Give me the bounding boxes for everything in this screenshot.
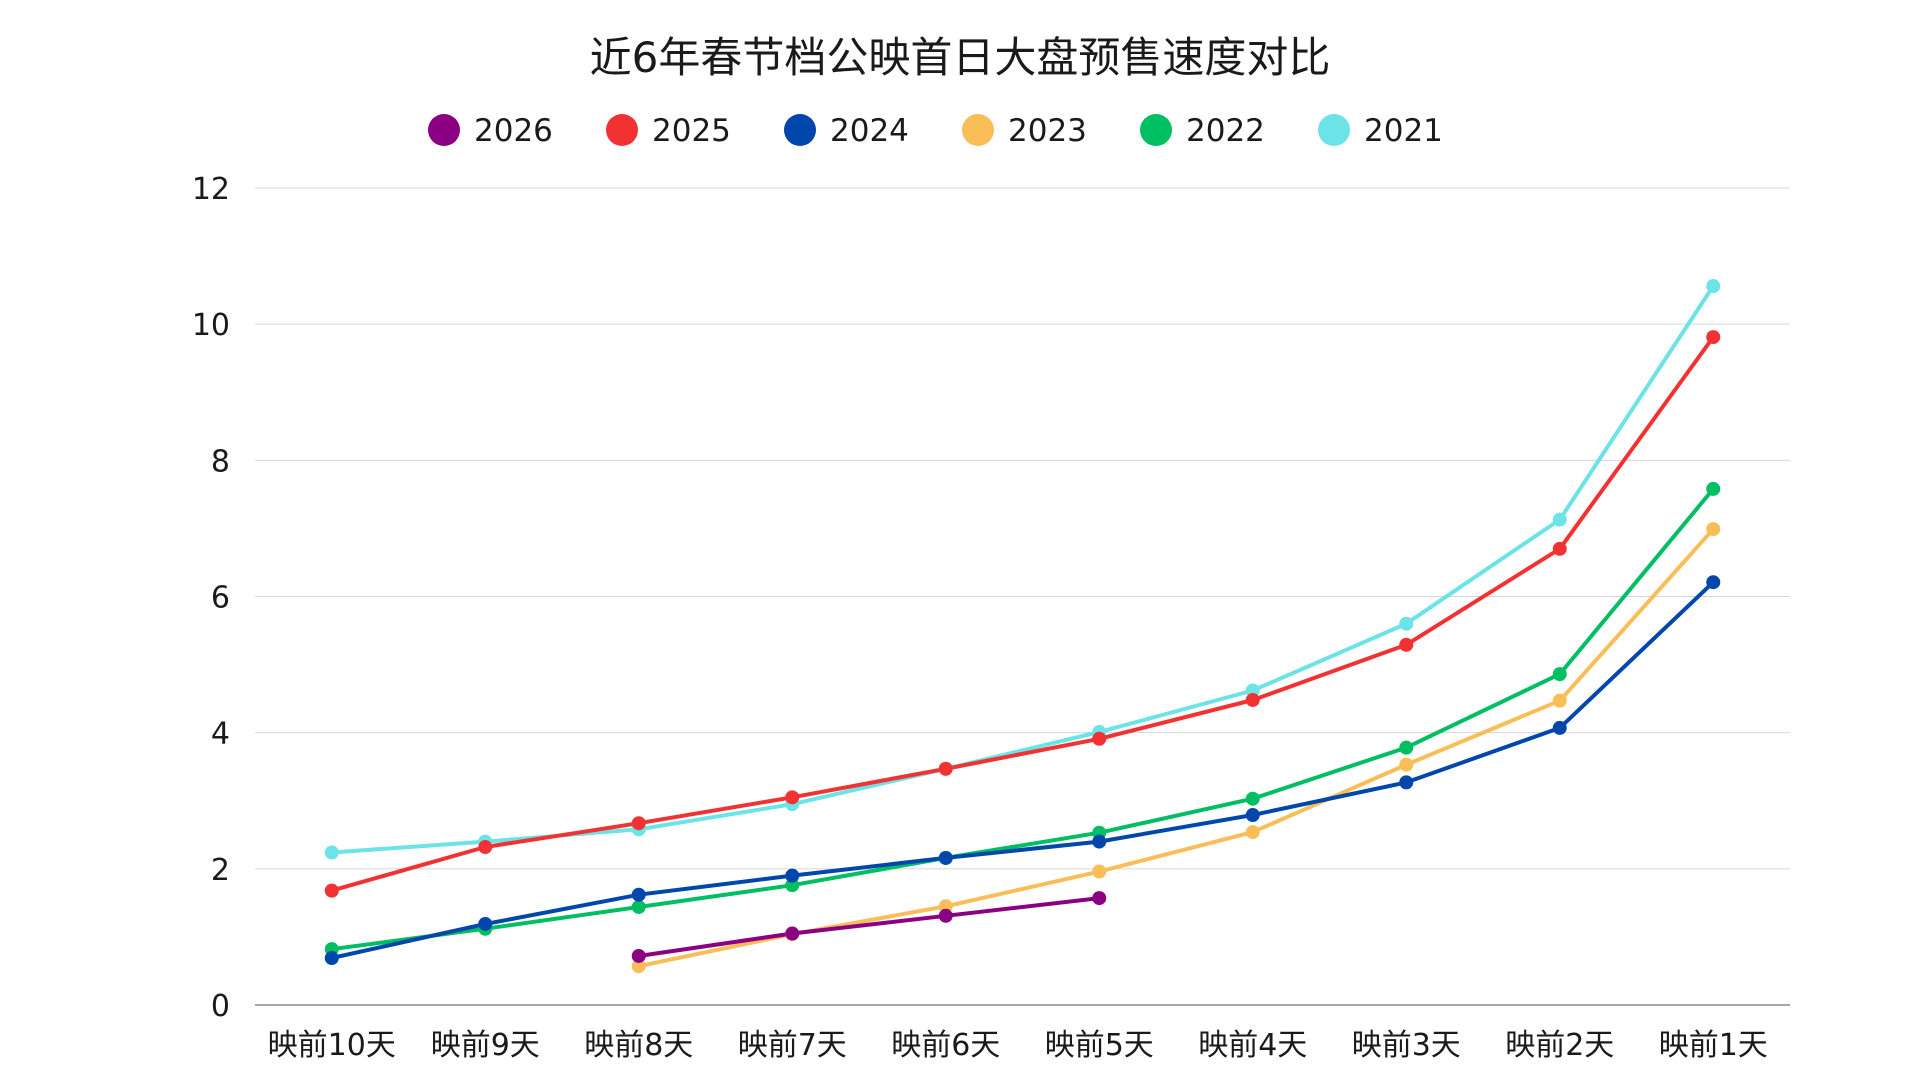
legend-label: 2022 (1186, 113, 1265, 149)
legend-label: 2023 (1008, 113, 1087, 149)
series-2026-point (631, 948, 646, 963)
series-2025-point (631, 816, 646, 831)
legend-marker (962, 114, 994, 146)
series-2022-point (631, 899, 646, 914)
series-2025-point (1399, 637, 1414, 652)
series-2024-point (1706, 575, 1721, 590)
series-points (324, 279, 1721, 974)
y-tick-label: 2 (211, 853, 230, 888)
legend-label: 2021 (1364, 113, 1443, 149)
x-tick-label: 映前2天 (1505, 1028, 1614, 1063)
series-2025-point (938, 761, 953, 776)
y-tick-label: 0 (211, 989, 230, 1024)
series-2023-point (1552, 693, 1567, 708)
series-2021-point (324, 845, 339, 860)
legend-label: 2025 (652, 113, 731, 149)
x-tick-label: 映前9天 (431, 1028, 540, 1063)
x-axis: 映前10天 映前9天 映前8天 映前7天 映前6天 映前5天 映前4天 映前3天 映前2天 映前1… (268, 1028, 1768, 1063)
series-2023-line (636, 527, 1716, 969)
series-2024-point (478, 916, 493, 931)
x-tick-label: 映前5天 (1045, 1028, 1154, 1063)
series-2022-point (1706, 481, 1721, 496)
series-2023-point (1399, 757, 1414, 772)
x-tick-label: 映前8天 (584, 1028, 693, 1063)
series-2022-point (1399, 740, 1414, 755)
y-tick-label: 4 (211, 717, 230, 752)
series-2026-point (1092, 891, 1107, 906)
series-2024-point (1552, 720, 1567, 735)
x-tick-label: 映前4天 (1198, 1028, 1307, 1063)
series-2025-point (1706, 330, 1721, 345)
series-2024-point (1245, 808, 1260, 823)
series-2023-point (1706, 522, 1721, 537)
series-2021-point (1399, 616, 1414, 631)
legend-marker (1318, 114, 1350, 146)
legend-item-2025[interactable]: 2025 (606, 113, 731, 149)
series-2026-point (785, 926, 800, 941)
series-2024-point (785, 868, 800, 883)
legend-marker (1140, 114, 1172, 146)
series-lines (329, 284, 1716, 969)
series-2023-point (1245, 825, 1260, 840)
series-2022-point (1552, 667, 1567, 682)
legend-item-2021[interactable]: 2021 (1318, 113, 1443, 149)
series-2025-line (329, 335, 1716, 893)
x-tick-label: 映前6天 (891, 1028, 1000, 1063)
legend-marker (606, 114, 638, 146)
y-tick-label: 8 (211, 444, 230, 479)
legend-label: 2026 (474, 113, 553, 149)
series-2025-point (1092, 731, 1107, 746)
x-tick-label: 映前10天 (268, 1028, 396, 1063)
legend-marker (784, 114, 816, 146)
series-2024-line (329, 580, 1716, 960)
legend-item-2023[interactable]: 2023 (962, 113, 1087, 149)
series-2024-point (938, 850, 953, 865)
series-2024-point (1399, 775, 1414, 790)
y-tick-label: 12 (192, 172, 230, 207)
legend: 2026 2025 2024 2023 2022 2021 (428, 113, 1443, 149)
series-2025-point (324, 883, 339, 898)
series-2025-point (478, 840, 493, 855)
series-2022-point (1245, 791, 1260, 806)
legend-label: 2024 (830, 113, 909, 149)
legend-marker (428, 114, 460, 146)
gridlines (255, 187, 1790, 1006)
legend-item-2026[interactable]: 2026 (428, 113, 553, 149)
series-2021-point (1552, 512, 1567, 527)
series-2025-point (1552, 541, 1567, 556)
chart-title: 近6年春节档公映首日大盘预售速度对比 (590, 33, 1331, 82)
x-tick-label: 映前7天 (738, 1028, 847, 1063)
y-axis: 0 2 4 6 8 10 12 (192, 172, 230, 1024)
series-2023-point (631, 959, 646, 974)
y-tick-label: 6 (211, 581, 230, 616)
series-2023-point (1092, 864, 1107, 879)
legend-item-2022[interactable]: 2022 (1140, 113, 1265, 149)
series-2026-point (938, 908, 953, 923)
series-2021-point (1706, 279, 1721, 294)
series-2024-point (324, 951, 339, 966)
series-2025-point (1245, 692, 1260, 707)
series-2024-point (631, 887, 646, 902)
legend-item-2024[interactable]: 2024 (784, 113, 909, 149)
x-tick-label: 映前1天 (1659, 1028, 1768, 1063)
series-2021-line (329, 284, 1716, 855)
x-tick-label: 映前3天 (1352, 1028, 1461, 1063)
y-tick-label: 10 (192, 308, 230, 343)
series-2025-point (785, 790, 800, 805)
series-2024-point (1092, 834, 1107, 849)
series-2022-line (329, 486, 1716, 952)
series-2026-line (636, 896, 1102, 958)
